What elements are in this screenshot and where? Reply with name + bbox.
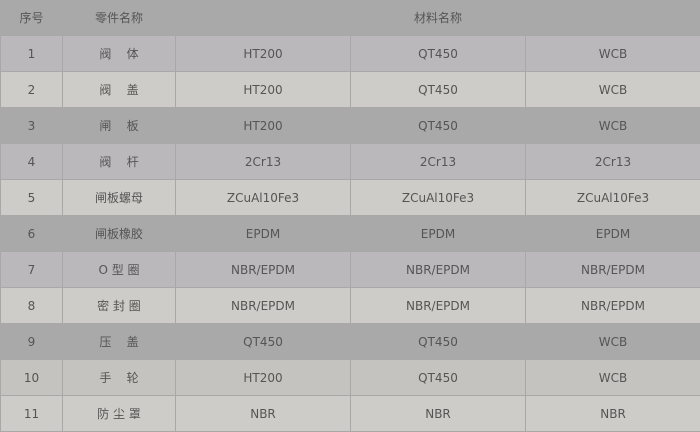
cell-no: 10	[1, 360, 63, 396]
cell-m3: NBR/EPDM	[526, 288, 700, 324]
cell-m2: NBR	[351, 396, 526, 432]
cell-m3: 2Cr13	[526, 144, 700, 180]
cell-m2: NBR/EPDM	[351, 288, 526, 324]
cell-m1: NBR	[176, 396, 351, 432]
header-index: 序号	[1, 0, 63, 36]
cell-m1: ZCuAl10Fe3	[176, 180, 351, 216]
cell-m3: WCB	[526, 72, 700, 108]
cell-m2: QT450	[351, 108, 526, 144]
cell-part: 压 盖	[63, 324, 176, 360]
header-material: 材料名称	[176, 0, 700, 36]
cell-m2: QT450	[351, 360, 526, 396]
header-part: 零件名称	[63, 0, 176, 36]
cell-m3: WCB	[526, 324, 700, 360]
cell-part: 阀 盖	[63, 72, 176, 108]
cell-part: 阀 杆	[63, 144, 176, 180]
cell-no: 2	[1, 72, 63, 108]
cell-part: 闸板螺母	[63, 180, 176, 216]
cell-part: 手 轮	[63, 360, 176, 396]
cell-m3: ZCuAl10Fe3	[526, 180, 700, 216]
cell-m2: 2Cr13	[351, 144, 526, 180]
cell-m1: EPDM	[176, 216, 351, 252]
cell-part: 闸板橡胶	[63, 216, 176, 252]
cell-part: 防 尘 罩	[63, 396, 176, 432]
cell-m1: HT200	[176, 108, 351, 144]
cell-no: 11	[1, 396, 63, 432]
cell-no: 9	[1, 324, 63, 360]
cell-no: 5	[1, 180, 63, 216]
header-row: 序号 零件名称 材料名称	[1, 0, 700, 36]
cell-m1: HT200	[176, 360, 351, 396]
cell-part: 密 封 圈	[63, 288, 176, 324]
cell-m2: QT450	[351, 72, 526, 108]
cell-m2: EPDM	[351, 216, 526, 252]
cell-m3: NBR	[526, 396, 700, 432]
cell-no: 1	[1, 36, 63, 72]
cell-m2: QT450	[351, 36, 526, 72]
cell-m3: EPDM	[526, 216, 700, 252]
cell-m1: NBR/EPDM	[176, 252, 351, 288]
cell-m3: WCB	[526, 36, 700, 72]
cell-m2: ZCuAl10Fe3	[351, 180, 526, 216]
cell-m3: WCB	[526, 360, 700, 396]
cell-part: O 型 圈	[63, 252, 176, 288]
cell-m1: HT200	[176, 36, 351, 72]
cell-no: 3	[1, 108, 63, 144]
cell-m1: 2Cr13	[176, 144, 351, 180]
cell-part: 阀 体	[63, 36, 176, 72]
cell-m1: NBR/EPDM	[176, 288, 351, 324]
cell-m2: QT450	[351, 324, 526, 360]
cell-no: 7	[1, 252, 63, 288]
cell-m1: QT450	[176, 324, 351, 360]
cell-no: 4	[1, 144, 63, 180]
cell-m2: NBR/EPDM	[351, 252, 526, 288]
cell-no: 8	[1, 288, 63, 324]
cell-no: 6	[1, 216, 63, 252]
cell-part: 闸 板	[63, 108, 176, 144]
cell-m3: NBR/EPDM	[526, 252, 700, 288]
cell-m1: HT200	[176, 72, 351, 108]
cell-m3: WCB	[526, 108, 700, 144]
